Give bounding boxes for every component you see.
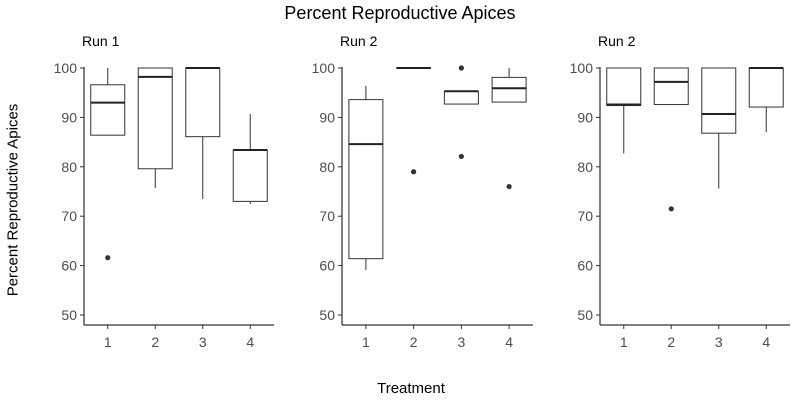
box-iqr — [443, 90, 479, 105]
box-iqr — [137, 67, 173, 170]
y-tick-label: 90 — [61, 109, 77, 125]
y-tick-label: 100 — [54, 60, 78, 76]
y-tick-label: 70 — [577, 208, 593, 224]
box-iqr — [348, 99, 384, 260]
panel-3: Run 2 50 60 70 80 90 100 1 2 3 4 — [570, 33, 790, 350]
y-tick-label: 100 — [312, 60, 336, 76]
box-treatment-4 — [748, 67, 784, 133]
box-treatment-1 — [606, 67, 642, 154]
x-tick-label: 3 — [715, 334, 723, 350]
box-iqr — [606, 67, 642, 107]
y-tick-label: 80 — [61, 159, 77, 175]
y-tick-label: 60 — [61, 258, 77, 274]
panel-2: Run 2 50 60 70 80 90 100 1 2 3 4 — [312, 33, 533, 350]
x-tick-label: 2 — [151, 334, 159, 350]
box-iqr — [90, 84, 126, 136]
y-tick-label: 50 — [319, 307, 335, 323]
box-iqr — [185, 67, 221, 138]
x-tick-label: 3 — [457, 334, 465, 350]
y-tick-label: 100 — [570, 60, 594, 76]
panel-1: Run 1 50 60 70 80 90 100 1 2 3 4 — [54, 33, 274, 350]
x-tick-label: 1 — [620, 334, 628, 350]
x-tick-label: 4 — [762, 334, 770, 350]
y-tick-label: 80 — [319, 159, 335, 175]
y-tick-label: 70 — [61, 208, 77, 224]
box-treatment-3 — [185, 67, 221, 199]
y-tick-label: 50 — [61, 307, 77, 323]
box-treatment-1 — [90, 68, 126, 261]
box-treatment-4 — [232, 113, 268, 204]
outlier-point — [458, 153, 464, 160]
box-iqr — [653, 67, 689, 106]
x-axis-label: Treatment — [377, 380, 445, 397]
outlier-point — [411, 169, 417, 175]
y-tick-label: 80 — [577, 159, 593, 175]
box-iqr — [701, 67, 737, 134]
panel-title: Run 2 — [340, 33, 378, 49]
box-iqr — [491, 76, 527, 103]
box-treatment-2 — [396, 67, 432, 175]
box-treatment-4 — [491, 68, 527, 190]
x-tick-label: 1 — [362, 334, 370, 350]
box-treatment-2 — [137, 67, 173, 189]
outlier-point — [458, 65, 464, 71]
box-treatment-2 — [653, 67, 689, 212]
outlier-point — [506, 183, 512, 190]
x-tick-label: 2 — [410, 334, 418, 350]
x-tick-label: 2 — [667, 334, 675, 350]
y-tick-label: 60 — [577, 258, 593, 274]
x-tick-label: 4 — [246, 334, 254, 350]
y-tick-label: 70 — [319, 208, 335, 224]
y-tick-label: 50 — [577, 307, 593, 323]
outlier-point — [668, 206, 674, 212]
y-tick-label: 90 — [577, 109, 593, 125]
y-tick-label: 60 — [319, 258, 335, 274]
figure-title: Percent Reproductive Apices — [284, 3, 516, 23]
x-tick-label: 3 — [199, 334, 207, 350]
x-tick-label: 1 — [104, 334, 112, 350]
panel-title: Run 1 — [82, 33, 120, 49]
box-treatment-3 — [701, 67, 737, 189]
outlier-point — [105, 255, 111, 261]
box-iqr — [232, 149, 268, 202]
x-tick-label: 4 — [505, 334, 513, 350]
box-treatment-1 — [348, 85, 384, 271]
box-treatment-3 — [443, 65, 479, 160]
box-iqr — [748, 67, 784, 108]
y-tick-label: 90 — [319, 109, 335, 125]
panel-title: Run 2 — [598, 33, 636, 49]
